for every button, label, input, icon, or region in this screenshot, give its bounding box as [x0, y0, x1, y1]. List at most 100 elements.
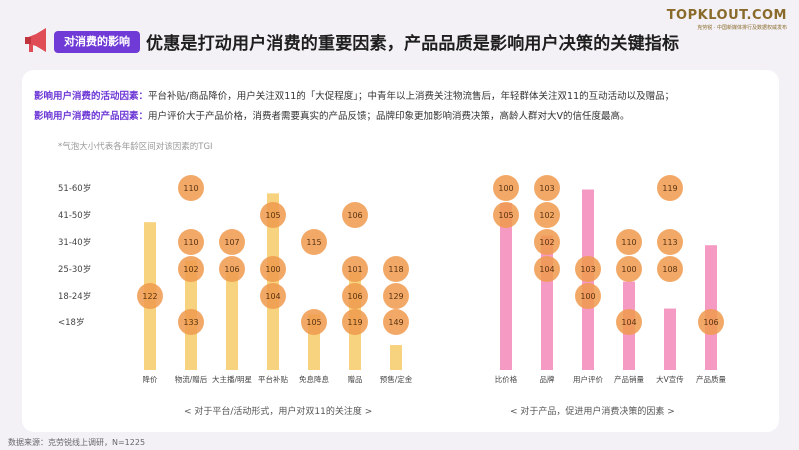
bubble-label: 100 [580, 292, 595, 301]
bar [705, 245, 717, 370]
bubble-label: 102 [539, 238, 554, 247]
bubble [657, 256, 683, 282]
bubble-label: 115 [306, 238, 321, 247]
bubble [178, 175, 204, 201]
content-card: 影响用户消费的活动因素：平台补贴/商品降价，用户关注双11的「大促程度」；中青年… [22, 70, 779, 432]
bubble-label: 104 [265, 292, 280, 301]
bubble [342, 202, 368, 228]
bubble [698, 309, 724, 335]
bubble [616, 309, 642, 335]
bubble-label: 107 [224, 238, 239, 247]
bubble-label: 108 [662, 265, 677, 274]
bar [226, 272, 238, 370]
bubble-label: 129 [388, 292, 403, 301]
y-tick-label: 51-60岁 [58, 183, 91, 194]
bubble-label: 103 [539, 184, 554, 193]
bubble [493, 202, 519, 228]
bubble-label: 110 [183, 184, 198, 193]
chart-caption-left: < 对于平台/活动形式，用户对双11的关注度 > [184, 407, 373, 417]
bubble-label: 104 [539, 265, 554, 274]
bar [500, 202, 512, 370]
bubble-label: 106 [703, 318, 718, 327]
bubble [260, 256, 286, 282]
bubble-label: 119 [662, 184, 677, 193]
bubble [616, 229, 642, 255]
bubble [575, 256, 601, 282]
note-key: 影响用户消费的产品因素： [34, 111, 149, 122]
page-title: 优惠是打动用户消费的重要因素，产品品质是影响用户决策的关键指标 [146, 34, 680, 54]
bubble [178, 309, 204, 335]
x-tick-label: 预售/定金 [380, 374, 413, 384]
bubble-label: 100 [265, 265, 280, 274]
bubble [137, 283, 163, 309]
bar [390, 345, 402, 370]
bubble-label: 113 [662, 238, 677, 247]
x-tick-label: 降价 [143, 374, 158, 384]
bubble-label: 106 [224, 265, 239, 274]
megaphone-icon [25, 28, 46, 52]
bubble-label: 122 [142, 292, 157, 301]
bubble-label: 106 [347, 292, 362, 301]
brand-logo: TOPKLOUT.COM 克劳锐 · 中国新媒体排行及数据权威发布 [667, 8, 787, 31]
y-tick-label: 41-50岁 [58, 210, 91, 221]
logo-text: TOPKLOUT.COM [666, 8, 787, 23]
bubble-label: 106 [347, 211, 362, 220]
x-tick-label: 用户评价 [573, 374, 603, 384]
section-tag: 对消费的影响 [54, 31, 140, 53]
bubble-label: 110 [183, 238, 198, 247]
data-source: 数据来源：克劳锐线上调研，N=1225 [8, 438, 146, 447]
x-tick-label: 产品销量 [614, 374, 644, 384]
x-tick-label: 大主播/明星 [212, 374, 253, 384]
logo-subtext: 克劳锐 · 中国新媒体排行及数据权威发布 [697, 25, 787, 31]
bubble-label: 105 [306, 318, 321, 327]
header: 对消费的影响 优惠是打动用户消费的重要因素，产品品质是影响用户决策的关键指标 T… [0, 0, 799, 70]
bubble [657, 229, 683, 255]
bubble-label: 118 [388, 265, 403, 274]
bubble [342, 256, 368, 282]
bubble [219, 256, 245, 282]
bubble [342, 283, 368, 309]
bubble [534, 202, 560, 228]
bubble-label: 100 [498, 184, 513, 193]
y-tick-label: 18-24岁 [58, 291, 91, 302]
note-text: 用户评价大于产品价格，消费者需要真实的产品反馈；品牌印象更加影响消费决策，高龄人… [148, 111, 630, 122]
bubble-size-note: *气泡大小代表各年龄区间对该因素的TGI [58, 142, 213, 152]
bubble-label: 105 [265, 211, 280, 220]
bubble [383, 256, 409, 282]
x-tick-label: 平台补贴 [258, 374, 288, 384]
x-tick-label: 物流/赠后 [175, 374, 208, 384]
note-key: 影响用户消费的活动因素： [34, 91, 149, 102]
x-tick-label: 赠品 [348, 374, 363, 384]
bubble-label: 149 [388, 318, 403, 327]
y-tick-label: <18岁 [58, 317, 84, 328]
bubble [534, 175, 560, 201]
bubble [301, 309, 327, 335]
note-product: 影响用户消费的产品因素：用户评价大于产品价格，消费者需要真实的产品反馈；品牌印象… [34, 108, 630, 122]
note-activity: 影响用户消费的活动因素：平台补贴/商品降价，用户关注双11的「大促程度」；中青年… [34, 88, 674, 102]
bubble [534, 229, 560, 255]
bubble-label: 100 [621, 265, 636, 274]
bar [664, 308, 676, 370]
bubble [534, 256, 560, 282]
x-tick-label: 比价格 [495, 374, 518, 384]
bubble [575, 283, 601, 309]
bubble-label: 105 [498, 211, 513, 220]
bar [541, 235, 553, 370]
bubble-label: 104 [621, 318, 636, 327]
bubble-label: 110 [621, 238, 636, 247]
x-tick-label: 品牌 [540, 374, 555, 384]
x-tick-label: 大V宣传 [656, 374, 684, 384]
bubble-label: 119 [347, 318, 362, 327]
bubble [657, 175, 683, 201]
bubble-label: 103 [580, 265, 595, 274]
bubble [260, 283, 286, 309]
bubble [260, 202, 286, 228]
bubble [342, 309, 368, 335]
y-tick-label: 25-30岁 [58, 264, 91, 275]
note-text: 平台补贴/商品降价，用户关注双11的「大促程度」；中青年以上消费关注物流售后，年… [148, 91, 675, 102]
bubble [301, 229, 327, 255]
bubble [616, 256, 642, 282]
bubble [178, 229, 204, 255]
bubble-label: 102 [183, 265, 198, 274]
